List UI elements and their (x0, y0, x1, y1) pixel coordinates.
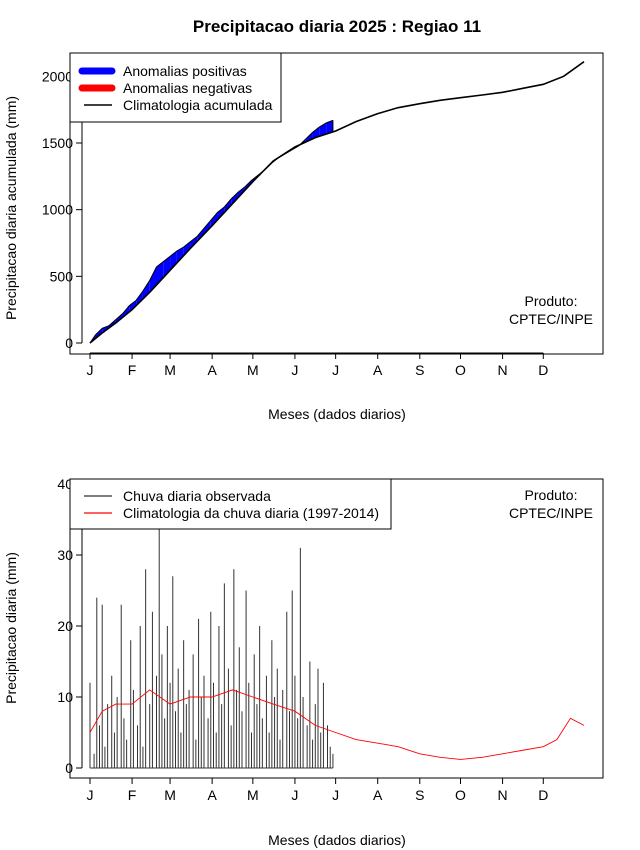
cumulative-y-tick-label: 1500 (42, 135, 73, 151)
positive-anomaly-area (326, 120, 333, 135)
cumulative-x-tick-label: A (373, 362, 383, 378)
daily-y-tick-label: 40 (57, 476, 73, 492)
positive-anomaly-area (183, 241, 191, 256)
daily-legend-box (69, 478, 392, 530)
daily-x-tick-label: M (247, 787, 259, 803)
cumulative-x-tick-label: J (87, 362, 94, 378)
cumulative-x-tick-label: F (128, 362, 137, 378)
positive-anomaly-area (95, 328, 103, 339)
daily-y-tick-label: 0 (65, 760, 73, 776)
cumulative-x-tick-label: S (415, 362, 424, 378)
positive-anomaly-area (204, 220, 211, 235)
positive-anomaly-area (224, 199, 232, 213)
cumulative-x-tick-label: M (247, 362, 259, 378)
daily-x-tick-label: N (498, 787, 508, 803)
daily-x-tick-label: A (373, 787, 383, 803)
daily-y-tick-label: 10 (57, 689, 73, 705)
legend-label-daily-climatology: Climatologia da chuva diaria (1997-2014) (123, 505, 379, 521)
daily-product-source: CPTEC/INPE (509, 505, 593, 521)
cumulative-y-tick-label: 1000 (42, 202, 73, 218)
positive-anomaly-area (231, 192, 238, 206)
cumulative-legend: Anomalias positivas Anomalias negativas … (69, 52, 282, 123)
cumulative-x-tick-label: N (498, 362, 508, 378)
cumulative-panel: 0 500 1000 1500 2000 J F M A M J J A S O N D Precipitac… (3, 52, 604, 422)
legend-label-climatology: Climatologia acumulada (123, 97, 273, 113)
daily-x-tick-label: O (455, 787, 466, 803)
daily-y-axis: 0 10 20 30 40 (57, 476, 83, 776)
positive-anomaly-area (190, 236, 198, 249)
positive-anomaly-area (197, 228, 204, 242)
positive-anomaly-area (176, 247, 184, 263)
cumulative-x-tick-label: D (538, 362, 548, 378)
cumulative-marks (89, 61, 585, 344)
cumulative-y-axis-label: Precipitacao diaria acumulada (mm) (3, 96, 19, 320)
cumulative-y-tick-label: 500 (50, 268, 74, 284)
daily-x-tick-label: D (538, 787, 548, 803)
positive-anomaly-area (129, 300, 137, 312)
positive-anomaly-area (163, 256, 171, 278)
daily-x-axis-label: Meses (dados diarios) (268, 832, 406, 848)
cumulative-x-tick-label: J (291, 362, 298, 378)
daily-legend: Chuva diaria observada Climatologia da c… (69, 478, 392, 530)
cumulative-y-tick-label: 0 (65, 335, 73, 351)
daily-climatology-line (89, 689, 585, 760)
daily-y-tick-label: 30 (57, 547, 73, 563)
daily-marks (89, 519, 585, 769)
daily-product-label: Produto: (525, 487, 578, 503)
cumulative-x-axis-label: Meses (dados diarios) (268, 406, 406, 422)
cumulative-x-tick-label: M (164, 362, 176, 378)
chart-title: Precipitacao diaria 2025 : Regiao 11 (193, 17, 481, 36)
legend-label-positive: Anomalias positivas (123, 63, 247, 79)
daily-y-axis-label: Precipitacao diaria (mm) (3, 552, 19, 704)
legend-label-negative: Anomalias negativas (123, 80, 252, 96)
daily-x-tick-label: J (291, 787, 298, 803)
cumulative-y-tick-label: 2000 (42, 68, 73, 84)
daily-x-tick-label: A (207, 787, 217, 803)
positive-anomaly-area (210, 212, 218, 228)
cumulative-product-label: Produto: (525, 293, 578, 309)
daily-x-tick-label: M (164, 787, 176, 803)
cumulative-x-tick-label: O (455, 362, 466, 378)
cumulative-product-source: CPTEC/INPE (509, 311, 593, 327)
positive-anomaly-area (312, 127, 320, 139)
daily-y-tick-label: 20 (57, 618, 73, 634)
positive-anomaly-area (217, 207, 225, 220)
positive-anomaly-area (136, 291, 143, 306)
daily-panel: 0 10 20 30 40 J F M A M J J A S O N D Precipitacao diar… (3, 476, 604, 848)
positive-anomaly-area (142, 280, 150, 299)
positive-anomaly-area (170, 251, 177, 271)
legend-label-observed: Chuva diaria observada (123, 488, 271, 504)
daily-x-tick-label: F (128, 787, 137, 803)
cumulative-x-tick-label: A (207, 362, 217, 378)
daily-x-tick-label: J (332, 787, 339, 803)
daily-x-tick-label: J (87, 787, 94, 803)
positive-anomaly-area (122, 305, 130, 318)
daily-x-tick-label: S (415, 787, 424, 803)
climatology-cumulative-line (89, 61, 585, 344)
cumulative-x-tick-label: J (332, 362, 339, 378)
